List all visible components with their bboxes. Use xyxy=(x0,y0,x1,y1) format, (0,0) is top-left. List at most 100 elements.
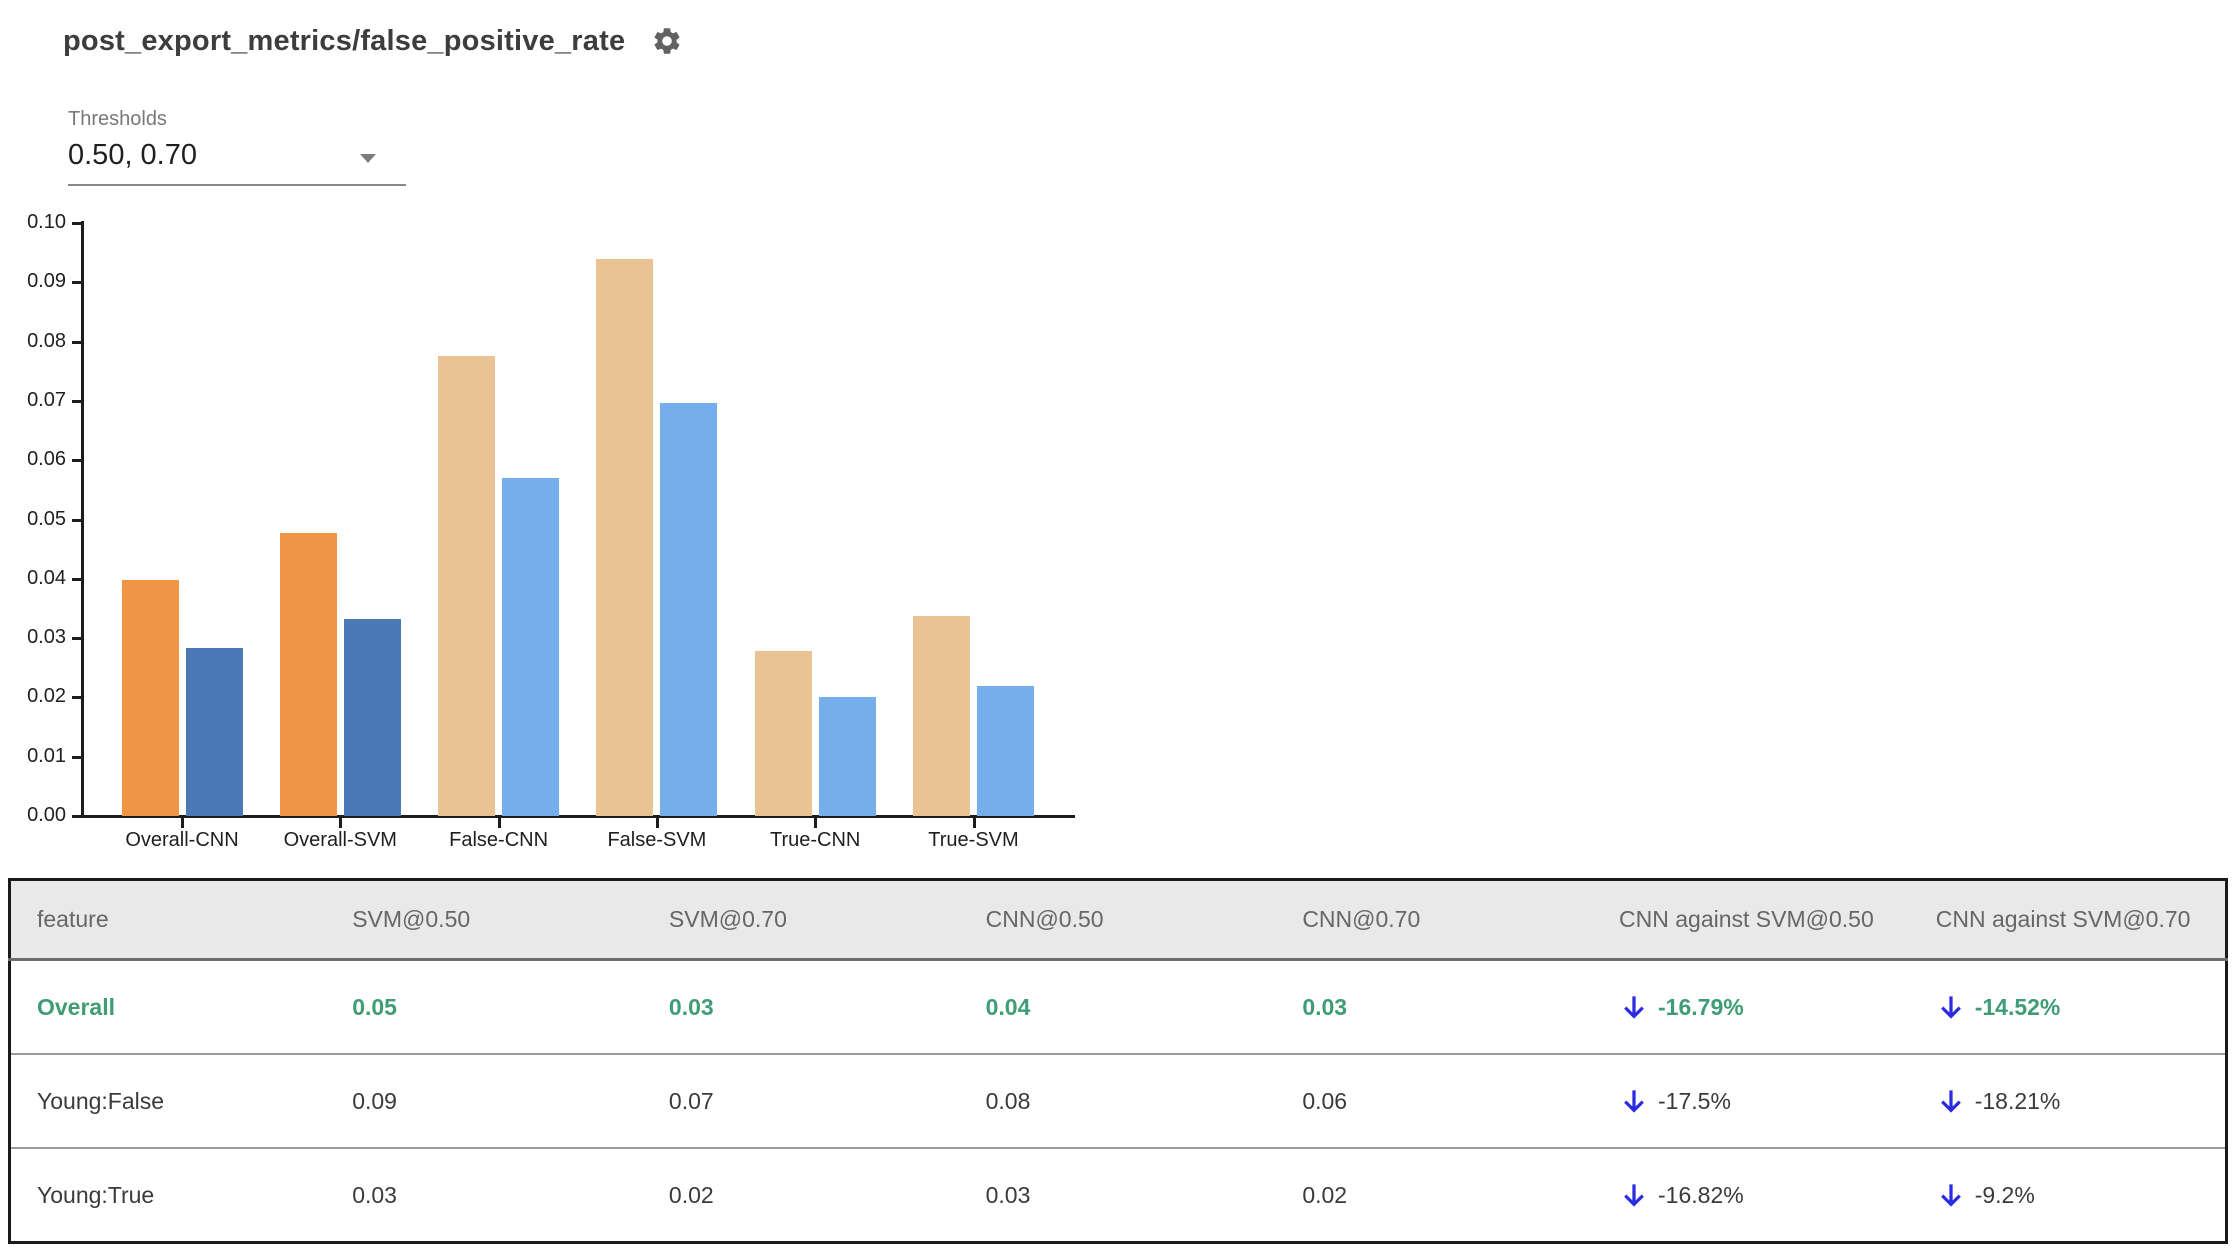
x-axis-label: Overall-CNN xyxy=(125,829,239,851)
bar-False-CNN-t070[interactable] xyxy=(502,477,560,816)
thresholds-value: 0.50, 0.70 xyxy=(68,139,197,171)
x-axis-line xyxy=(81,815,1075,818)
thresholds-select[interactable]: 0.50, 0.70 xyxy=(68,139,406,186)
bar-True-SVM-t050[interactable] xyxy=(913,616,970,816)
thresholds-dropdown: Thresholds 0.50, 0.70 xyxy=(68,108,406,186)
column-header-cnn-0-50: CNN@0.50 xyxy=(959,879,1277,961)
y-axis-tick xyxy=(72,577,83,581)
y-axis-tick xyxy=(72,696,83,700)
column-header-cnn-against-svm-0-50: CNN against SVM@0.50 xyxy=(1593,879,1910,961)
metric-value-cell: 0.03 xyxy=(326,1147,643,1243)
delta-text: -16.79% xyxy=(1658,993,1744,1020)
x-axis-label: True-SVM xyxy=(928,829,1019,851)
y-axis-tick xyxy=(72,459,83,463)
metrics-table: feature SVM@0.50 SVM@0.70 CNN@0.50 CNN@0.70 C… xyxy=(8,878,2228,1244)
down-arrow-icon xyxy=(1624,1184,1644,1207)
metric-value-cell: 0.04 xyxy=(985,993,1031,1020)
y-axis-tick-label: 0.10 xyxy=(27,211,66,233)
y-axis-tick-label: 0.03 xyxy=(27,626,66,649)
column-header-cnn-0-70: CNN@0.70 xyxy=(1276,879,1594,961)
y-axis-tick xyxy=(72,281,83,285)
bar-False-CNN-t050[interactable] xyxy=(438,355,496,816)
gear-icon xyxy=(651,25,685,57)
x-axis-tick xyxy=(339,816,343,828)
delta-text: -14.52% xyxy=(1974,993,2061,1020)
table-row-young-true: Young:True 0.03 0.02 0.03 0.02 -16.82% -9.2% xyxy=(9,1147,2227,1243)
delta-text: -18.21% xyxy=(1974,1087,2061,1114)
y-axis-tick xyxy=(72,222,83,225)
x-axis-tick xyxy=(972,816,976,828)
metric-title: post_export_metrics/false_positive_rate xyxy=(63,24,626,57)
x-axis-label: True-CNN xyxy=(770,829,861,851)
delta-value: -9.2% xyxy=(1936,1180,2225,1210)
y-axis-tick xyxy=(72,755,83,759)
delta-cell: -9.2% xyxy=(1909,1147,2227,1243)
metric-value-cell: 0.02 xyxy=(1276,1147,1594,1243)
delta-text: -9.2% xyxy=(1974,1181,2035,1208)
down-arrow-icon xyxy=(1940,1090,1961,1113)
y-axis-tick-label: 0.01 xyxy=(27,744,66,767)
metric-value-cell: 0.02 xyxy=(642,1147,960,1243)
y-axis-tick-label: 0.04 xyxy=(27,566,66,589)
column-header-feature: feature xyxy=(9,879,327,961)
delta-cell: -17.5% xyxy=(1593,1053,1910,1148)
delta-cell: -18.21% xyxy=(1909,1053,2227,1148)
delta-cell: -16.82% xyxy=(1593,1147,1910,1243)
false-positive-rate-bar-chart: 0.00 0.01 0.02 0.03 0.04 0.05 0.06 0.07 0.08 0.09… xyxy=(0,0,1120,870)
down-arrow-icon xyxy=(1940,996,1961,1019)
metric-value-cell: 0.06 xyxy=(1276,1053,1594,1148)
delta-cell: -14.52% xyxy=(1910,960,2227,1055)
metric-value-cell: 0.03 xyxy=(668,993,714,1020)
y-axis-tick-label: 0.00 xyxy=(27,804,66,826)
metric-header: post_export_metrics/false_positive_rate xyxy=(63,24,685,58)
column-header-svm-0-50: SVM@0.50 xyxy=(326,879,643,961)
bar-True-CNN-t050[interactable] xyxy=(754,650,812,816)
metric-value-cell: 0.03 xyxy=(1302,993,1348,1020)
bar-True-CNN-t070[interactable] xyxy=(818,696,876,816)
metric-value-cell: 0.07 xyxy=(642,1053,960,1148)
metric-value-cell: 0.08 xyxy=(959,1053,1277,1148)
down-arrow-icon xyxy=(1624,996,1644,1019)
chevron-down-icon xyxy=(358,151,378,169)
delta-value: -16.82% xyxy=(1619,1180,1910,1210)
bar-False-SVM-t050[interactable] xyxy=(596,259,654,816)
y-axis-tick xyxy=(72,340,83,344)
y-axis-tick-label: 0.02 xyxy=(27,685,66,708)
feature-cell: Young:True xyxy=(9,1147,327,1243)
delta-value: -18.21% xyxy=(1936,1086,2225,1116)
delta-value: -14.52% xyxy=(1936,992,2225,1022)
delta-value: -17.5% xyxy=(1619,1086,1910,1116)
down-arrow-icon xyxy=(1940,1184,1961,1207)
bar-Overall-SVM-t050[interactable] xyxy=(279,532,337,816)
bar-Overall-CNN-t070[interactable] xyxy=(185,647,243,816)
feature-cell: Overall xyxy=(37,993,115,1020)
bar-True-SVM-t070[interactable] xyxy=(977,685,1034,816)
y-axis-tick xyxy=(72,815,83,818)
x-axis-label: Overall-SVM xyxy=(283,829,397,851)
bar-False-SVM-t070[interactable] xyxy=(660,402,718,816)
x-axis-tick xyxy=(181,816,184,828)
metric-value-cell: 0.09 xyxy=(326,1053,643,1148)
y-axis-tick-label: 0.06 xyxy=(27,448,66,471)
thresholds-label: Thresholds xyxy=(68,108,167,130)
table-row-young-false: Young:False 0.09 0.07 0.08 0.06 -17.5% -18.21% xyxy=(9,1053,2227,1148)
y-axis-tick xyxy=(72,518,83,522)
delta-cell: -16.79% xyxy=(1593,960,1910,1055)
delta-value: -16.79% xyxy=(1619,992,1910,1022)
settings-button[interactable] xyxy=(651,24,685,58)
x-axis-tick xyxy=(497,816,501,828)
x-axis-label: False-SVM xyxy=(607,829,707,851)
feature-cell: Young:False xyxy=(9,1053,327,1148)
column-header-cnn-against-svm-0-70: CNN against SVM@0.70 xyxy=(1909,879,2227,961)
metric-value-cell: 0.03 xyxy=(959,1147,1277,1243)
x-axis-label: False-CNN xyxy=(449,829,549,851)
x-axis-tick xyxy=(655,816,659,828)
delta-text: -17.5% xyxy=(1658,1087,1731,1114)
y-axis-tick-label: 0.05 xyxy=(27,507,66,530)
down-arrow-icon xyxy=(1624,1090,1644,1113)
bar-Overall-CNN-t050[interactable] xyxy=(121,579,179,816)
y-axis-tick-label: 0.07 xyxy=(27,388,66,411)
bar-Overall-SVM-t070[interactable] xyxy=(343,618,401,816)
x-axis-tick xyxy=(814,816,818,828)
y-axis-tick xyxy=(72,399,83,403)
